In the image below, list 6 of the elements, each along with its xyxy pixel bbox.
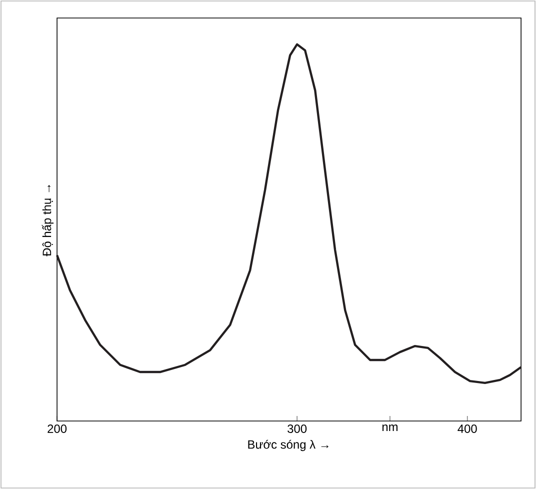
x-tick-label: nm: [382, 424, 398, 431]
x-tick-label: 200: [48, 424, 67, 433]
x-tick-label: 400: [458, 424, 477, 433]
x-tick-label: 300: [288, 424, 307, 433]
y-axis-title: Độ hấp thụ →: [42, 185, 54, 256]
x-axis-title: Bước sóng λ →: [248, 440, 328, 452]
